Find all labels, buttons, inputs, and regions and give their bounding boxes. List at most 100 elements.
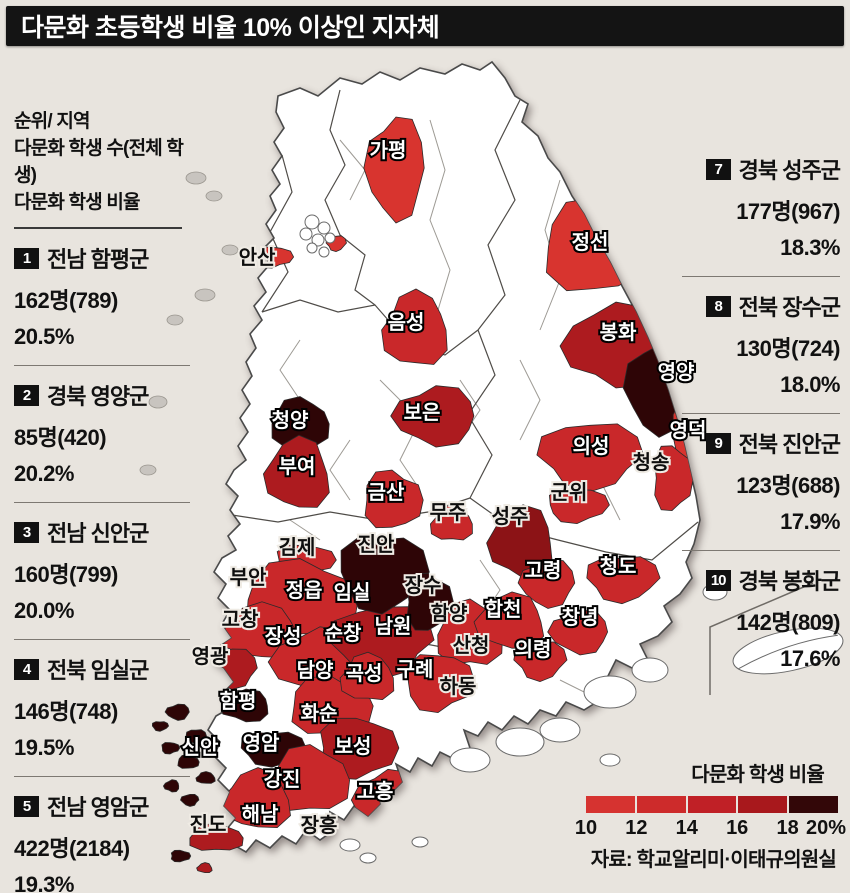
rank-student-count: 130명(724) [736,336,840,361]
rank-percent: 19.5% [14,735,74,760]
rank-student-count: 146명(748) [14,699,118,724]
map-region-uiryeong[interactable] [513,641,568,683]
map-label-금산: 금산 [368,481,405,504]
map-label-신안: 신안 [182,736,219,759]
ranking-list-right: 7 경북 성주군 177명(967) 18.3% 8 전북 장수군 130명(7… [682,140,841,687]
map-label-의령: 의령 [515,638,552,661]
map-region-gokseong[interactable] [339,651,395,701]
seoul-district-cluster [299,214,336,258]
legend-tick: 16 [726,817,749,839]
map-region-goryeong[interactable] [517,559,576,609]
rank-region-name: 경북 영양군 [47,384,149,409]
ranking-list-left: 1 전남 함평군 162명(789) 20.5% 2 경북 영양군 85명(42… [14,229,190,893]
legend-title: 다문화 학생 비율 [691,764,825,786]
rank-percent: 20.0% [14,598,74,623]
rank-region-name: 전북 임실군 [47,658,149,683]
rank-student-count: 142명(809) [736,610,840,635]
map-label-정선: 정선 [572,231,609,254]
rank-badge: 7 [705,158,731,180]
rank-badge: 3 [14,521,39,543]
ranking-entry: 9 전북 진안군 123명(688) 17.9% [682,413,841,550]
ranking-entry: 5 전남 영암군 422명(2184) 19.3% [14,776,190,893]
rank-student-count: 85명(420) [14,425,107,450]
map-region-sinan-isl[interactable] [180,794,200,807]
map-region-eumseong[interactable] [381,288,448,365]
map-region-gurye-hadong[interactable] [406,654,476,714]
map-region-geumsan[interactable] [364,469,424,529]
map-label-고창: 고창 [222,608,259,631]
map-label-정읍: 정읍 [286,579,323,602]
map-region-sinan-isl[interactable] [164,703,190,721]
map-region-sinan-isl[interactable] [162,779,180,793]
map-region-muju[interactable] [429,504,473,541]
map-region-gapyeong[interactable] [363,116,425,224]
map-label-장수: 장수 [405,574,442,597]
page-title: 다문화 초등학생 비율 10% 이상인 지자체 [21,14,440,42]
legend-swatch [738,796,788,813]
map-region-sinan-isl[interactable] [170,849,192,863]
rank-badge: 8 [705,295,731,317]
map-label-장성: 장성 [265,625,302,648]
ranking-entry: 4 전북 임실군 146명(748) 19.5% [14,639,190,776]
map-label-안산: 안산 [239,246,276,269]
map-region-buyeo[interactable] [262,434,330,508]
map-label-창녕: 창녕 [562,606,599,629]
west-coast-islands [139,171,239,476]
island-regions [151,703,244,873]
rank-percent: 20.2% [14,461,74,486]
map-region-imsil-jinan[interactable] [340,536,430,615]
map-region-sinan-isl[interactable] [161,742,181,755]
rank-badge: 2 [14,384,39,406]
rank-percent: 18.3% [780,235,840,260]
legend-swatch [789,796,838,813]
map-label-봉화: 봉화 [600,321,637,344]
map-region-jangsu[interactable] [406,572,454,631]
legend-tick: 18 [776,817,799,839]
rank-region-name: 전북 장수군 [738,295,841,320]
ranking-entry: 10 경북 봉화군 142명(809) 17.6% [682,550,841,687]
map-region-sinan-isl[interactable] [151,721,170,732]
map-region-boeun[interactable] [390,385,475,448]
ranking-entry: 7 경북 성주군 177명(967) 18.3% [682,140,841,276]
rank-region-name: 전남 신안군 [47,521,149,546]
map-region-jindo-isl[interactable] [196,862,213,873]
legend-color-bar [586,796,838,813]
map-region-sinan-isl[interactable] [177,754,200,769]
rank-region-name: 전북 진안군 [738,432,841,457]
map-label-보은: 보은 [404,401,441,424]
map-region-uiseong[interactable] [536,423,644,493]
map-region-cheongsong[interactable] [654,445,694,512]
map-region-cheongdo[interactable] [586,556,661,605]
south-coast-islands [339,583,728,864]
rank-badge: 9 [705,432,731,454]
map-label-영양: 영양 [658,361,695,384]
map-label-의성: 의성 [573,435,610,458]
map-label-영덕: 영덕 [670,419,707,442]
map-label-가평: 가평 [370,139,407,162]
legend-key-text: 순위/ 지역 다문화 학생 수(전체 학생) 다문화 학생 비율 [14,108,190,216]
map-label-부여: 부여 [279,455,316,478]
map-label-성주: 성주 [492,505,529,528]
rank-region-name: 경북 봉화군 [738,569,841,594]
map-label-김제: 김제 [279,536,316,559]
map-region-gunwi[interactable] [548,488,610,525]
rank-percent: 17.9% [780,509,840,534]
rank-badge: 10 [705,569,731,591]
rank-student-count: 162명(789) [14,288,118,313]
rank-student-count: 123명(688) [736,473,840,498]
ranking-panel-right: 7 경북 성주군 177명(967) 18.3% 8 전북 장수군 130명(7… [682,140,841,687]
map-region-sinan-isl[interactable] [195,771,216,784]
map-region-changnyeong[interactable] [547,609,609,656]
map-label-고령: 고령 [525,559,562,582]
map-label-산청: 산청 [453,634,490,657]
rank-percent: 18.0% [780,372,840,397]
map-region-jindo[interactable] [189,822,244,851]
rank-region-name: 전남 함평군 [47,247,149,272]
title-bar: 다문화 초등학생 비율 10% 이상인 지자체 [6,6,844,46]
rank-badge: 5 [14,795,39,817]
map-region-sinan-isl[interactable] [185,729,207,744]
rank-percent: 20.5% [14,324,74,349]
map-label-보성: 보성 [335,735,372,758]
